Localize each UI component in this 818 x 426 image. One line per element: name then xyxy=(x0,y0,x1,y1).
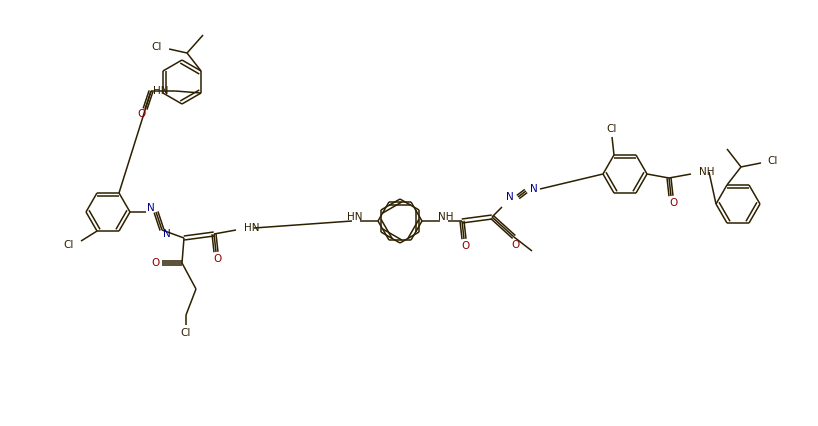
Text: HN: HN xyxy=(244,223,259,233)
Text: NH: NH xyxy=(438,212,453,222)
Text: HN: HN xyxy=(152,86,168,96)
Text: O: O xyxy=(213,254,222,264)
Text: HN: HN xyxy=(347,212,362,222)
Text: O: O xyxy=(512,240,520,250)
Text: Cl: Cl xyxy=(607,124,618,134)
Text: N: N xyxy=(163,229,171,239)
Text: O: O xyxy=(151,258,160,268)
Text: O: O xyxy=(137,109,145,119)
Text: O: O xyxy=(669,198,677,208)
Text: Cl: Cl xyxy=(181,328,191,338)
Text: O: O xyxy=(462,241,470,251)
Text: N: N xyxy=(506,192,514,202)
Text: N: N xyxy=(530,184,538,194)
Text: Cl: Cl xyxy=(152,42,162,52)
Text: Cl: Cl xyxy=(768,156,778,166)
Text: NH: NH xyxy=(699,167,714,177)
Text: Cl: Cl xyxy=(64,240,74,250)
Text: N: N xyxy=(147,203,155,213)
